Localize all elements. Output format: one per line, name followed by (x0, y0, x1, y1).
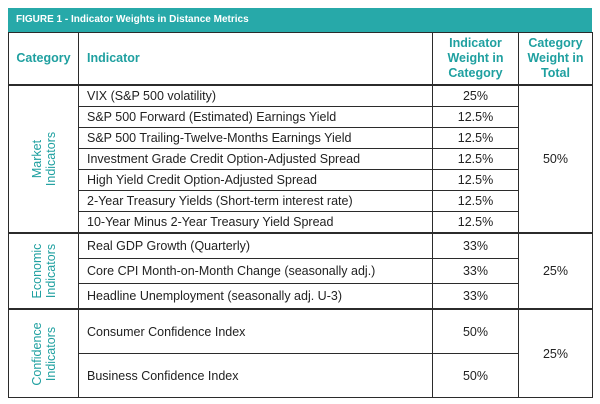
figure-caption: FIGURE 1 - Indicator Weights in Distance… (8, 8, 592, 32)
indicator-weight: 12.5% (432, 148, 519, 170)
table-row: Investment Grade Credit Option-Adjusted … (9, 148, 593, 170)
category-label-line2: Indicators (43, 326, 58, 381)
header-category: Category (8, 32, 79, 86)
table-row: Headline Unemployment (seasonally adj. U… (9, 283, 593, 310)
indicator-weight: 12.5% (432, 190, 519, 212)
header-category-weight-in-total: Category Weight in Total (518, 32, 593, 86)
category-label-line1: Economic (29, 243, 44, 299)
indicator-name: High Yield Credit Option-Adjusted Spread (78, 169, 433, 191)
table-row: S&P 500 Trailing-Twelve-Months Earnings … (9, 127, 593, 149)
indicator-weight: 50% (432, 308, 519, 354)
indicator-weight: 25% (432, 84, 519, 107)
header-weight-in-category: Indicator Weight in Category (432, 32, 519, 86)
indicator-weight: 33% (432, 283, 519, 310)
indicator-weight: 12.5% (432, 127, 519, 149)
table-row: High Yield Credit Option-Adjusted Spread… (9, 169, 593, 191)
table-row: Market Indicators VIX (S&P 500 volatility… (8, 84, 593, 234)
indicator-name: 2-Year Treasury Yields (Short-term inter… (78, 190, 433, 212)
indicator-name: VIX (S&P 500 volatility) (78, 84, 433, 107)
table-row: Economic Indicators Real GDP Growth (Quar… (8, 232, 593, 310)
indicator-weight: 12.5% (432, 169, 519, 191)
indicator-weight: 12.5% (432, 211, 519, 234)
indicator-name: S&P 500 Trailing-Twelve-Months Earnings … (78, 127, 433, 149)
table-row: Confidence Indicators Consumer Confidence… (8, 308, 593, 398)
indicator-name: Consumer Confidence Index (78, 308, 433, 354)
indicator-weights-table: Category Indicator Indicator Weight in C… (8, 32, 593, 398)
table-row: Core CPI Month-on-Month Change (seasonal… (9, 258, 593, 284)
category-total-weight: 25% (518, 308, 593, 398)
table-row: 2-Year Treasury Yields (Short-term inter… (9, 190, 593, 212)
indicator-name: Investment Grade Credit Option-Adjusted … (78, 148, 433, 170)
category-total-weight: 50% (518, 84, 593, 234)
figure: FIGURE 1 - Indicator Weights in Distance… (8, 8, 593, 398)
table-row: Business Confidence Index 50% (9, 353, 593, 398)
header-indicator: Indicator (78, 32, 433, 86)
indicator-weight: 50% (432, 353, 519, 398)
indicator-name: Business Confidence Index (78, 353, 433, 398)
category-label-line1: Market (29, 139, 44, 179)
indicator-name: S&P 500 Forward (Estimated) Earnings Yie… (78, 106, 433, 128)
indicator-name: Headline Unemployment (seasonally adj. U… (78, 283, 433, 310)
indicator-weight: 33% (432, 258, 519, 284)
category-economic-indicators: Economic Indicators (8, 232, 79, 310)
table-row: S&P 500 Forward (Estimated) Earnings Yie… (9, 106, 593, 128)
category-market-indicators: Market Indicators (8, 84, 79, 234)
indicator-name: Real GDP Growth (Quarterly) (78, 232, 433, 259)
category-label-line2: Indicators (43, 243, 58, 299)
figure-caption-title: - Indicator Weights in Distance Metrics (62, 14, 249, 25)
table-row: 10-Year Minus 2-Year Treasury Yield Spre… (9, 211, 593, 234)
indicator-name: Core CPI Month-on-Month Change (seasonal… (78, 258, 433, 284)
category-label-line1: Confidence (29, 321, 44, 386)
category-total-weight: 25% (518, 232, 593, 310)
category-label-line2: Indicators (43, 131, 58, 187)
indicator-weight: 33% (432, 232, 519, 259)
indicator-name: 10-Year Minus 2-Year Treasury Yield Spre… (78, 211, 433, 234)
figure-caption-prefix: FIGURE 1 (16, 14, 63, 25)
indicator-weight: 12.5% (432, 106, 519, 128)
category-confidence-indicators: Confidence Indicators (8, 308, 79, 398)
header-row: Category Indicator Indicator Weight in C… (8, 32, 593, 86)
